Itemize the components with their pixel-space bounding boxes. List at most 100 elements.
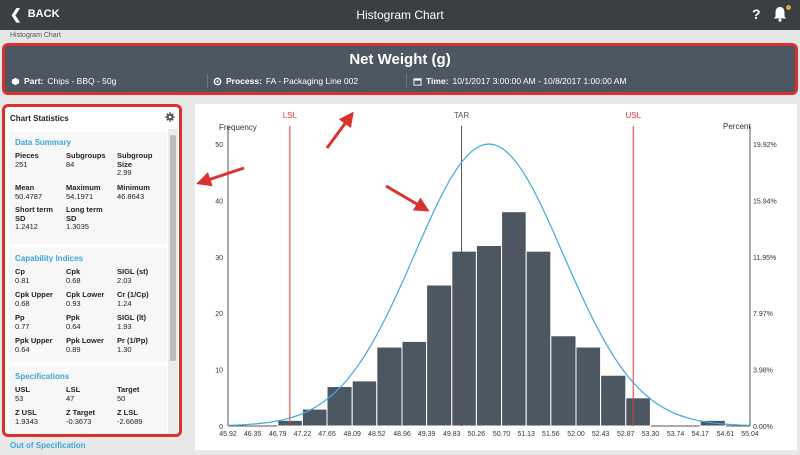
- process-value: FA - Packaging Line 002: [265, 76, 359, 86]
- x-tick-label: 53.74: [667, 431, 685, 438]
- part-info: Part: Chips - BBQ - 50g: [11, 76, 116, 86]
- stat-cpk: Cpk 0.68: [66, 267, 81, 285]
- x-tick-label: 54.17: [691, 431, 709, 438]
- out-of-specification-section[interactable]: Out of Specification: [10, 441, 86, 450]
- stat-ppk-lower: Ppk Lower 0.89: [66, 336, 104, 354]
- stat-mean: Mean 50.4787: [15, 183, 43, 201]
- y-tick-label: 50: [215, 142, 223, 149]
- y-tick-label: 40: [215, 198, 223, 205]
- capability-indices-section: Capability Indices Cp 0.81 Cpk 0.68 SIGL (…: [9, 248, 167, 362]
- help-button[interactable]: ?: [752, 6, 761, 22]
- x-tick-label: 51.56: [542, 431, 560, 438]
- calendar-icon: [413, 77, 422, 86]
- x-tick-label: 55.04: [741, 431, 759, 438]
- stat-sigl-st: SIGL (st) 2.03: [117, 267, 149, 285]
- histogram-bar: [426, 284, 453, 427]
- stat-ppk-upper: Ppk Upper 0.64: [15, 336, 53, 354]
- chart-statistics-panel: Chart Statistics Data Summary Pieces 251 …: [2, 104, 182, 437]
- histogram-panel: Frequency Percent 0 10 20 30 40 50 0.00% 3.98% 7.9…: [195, 104, 797, 450]
- histogram-bar: [501, 211, 527, 427]
- x-tick-label: 48.52: [368, 431, 386, 438]
- bell-icon: [774, 7, 786, 22]
- histogram-chart: Frequency Percent 0 10 20 30 40 50 0.00% 3.98% 7.9…: [215, 111, 777, 438]
- stat-z-usl: Z USL 1.9343: [15, 408, 38, 426]
- stats-scrollbar[interactable]: [168, 129, 178, 434]
- histogram-bar: [376, 346, 403, 427]
- x-tick-label: 54.61: [717, 431, 735, 438]
- stat-pp: Pp 0.77: [15, 313, 30, 331]
- section-title: Specifications: [15, 372, 70, 381]
- y-axis-label: Frequency: [219, 123, 257, 132]
- process-info: Process: FA - Packaging Line 002: [213, 76, 358, 86]
- stat-sigl-lt: SIGL (lt) 1.93: [117, 313, 147, 331]
- x-tick-label: 52.87: [617, 431, 635, 438]
- time-info: Time: 10/1/2017 3:00:00 AM - 10/8/2017 1…: [413, 76, 626, 86]
- page-title: Net Weight (g): [349, 51, 451, 68]
- x-tick-label: 50.26: [468, 431, 486, 438]
- stat-pr: Pr (1/Pp) 1.30: [117, 336, 148, 354]
- histogram-bar: [401, 340, 428, 427]
- stat-short-term-sd: Short term SD 1.2412: [15, 205, 53, 231]
- back-label: BACK: [27, 8, 60, 20]
- stat-z-lsl: Z LSL -2.6689: [117, 408, 143, 426]
- histogram-bar: [550, 335, 577, 427]
- x-tick-label: 49.39: [418, 431, 436, 438]
- specifications-section: Specifications USL 53 LSL 47 Target 50 Z US…: [9, 366, 167, 434]
- limit-label-tar: TAR: [454, 111, 470, 120]
- stat-cr: Cr (1/Cp) 1.24: [117, 290, 149, 308]
- x-tick-label: 52.43: [592, 431, 610, 438]
- divider: [406, 74, 407, 88]
- y2-tick-label: 19.92%: [753, 142, 777, 149]
- app-title: Histogram Chart: [356, 8, 444, 22]
- data-summary-section: Data Summary Pieces 251 Subgroups 84 Subgr…: [9, 132, 167, 244]
- divider: [207, 74, 208, 88]
- histogram-bar: [451, 250, 477, 427]
- histogram-bar: [575, 346, 602, 427]
- limit-label-lsl: LSL: [283, 111, 298, 120]
- stat-cpk-lower: Cpk Lower 0.93: [66, 290, 105, 308]
- chart-header: Net Weight (g) Part: Chips - BBQ - 50g P…: [2, 43, 798, 95]
- y2-axis-label: Percent: [723, 122, 751, 131]
- stats-title: Chart Statistics: [10, 114, 69, 123]
- x-tick-label: 50.70: [493, 431, 511, 438]
- part-icon: [11, 77, 20, 85]
- x-tick-label: 47.65: [318, 431, 336, 438]
- y2-tick-label: 3.98%: [753, 368, 773, 375]
- process-label: Process:: [226, 76, 262, 86]
- stat-maximum: Maximum 54.1971: [66, 183, 101, 201]
- y2-tick-label: 7.97%: [753, 311, 773, 318]
- breadcrumb: Histogram Chart: [0, 30, 800, 42]
- stat-lsl: LSL 47: [66, 385, 81, 403]
- histogram-bar: [326, 386, 353, 427]
- x-tick-label: 53.30: [642, 431, 660, 438]
- y2-tick-label: 0.00%: [753, 424, 773, 431]
- x-tick-label: 48.96: [393, 431, 411, 438]
- notifications-button[interactable]: [771, 5, 791, 23]
- stat-ppk: Ppk 0.64: [66, 313, 81, 331]
- y-tick-label: 20: [215, 311, 223, 318]
- y-tick-label: 10: [215, 368, 223, 375]
- histogram-bar: [475, 245, 503, 427]
- x-tick-label: 49.83: [443, 431, 461, 438]
- x-tick-label: 48.09: [343, 431, 361, 438]
- x-tick-label: 47.22: [294, 431, 312, 438]
- part-value: Chips - BBQ - 50g: [47, 76, 117, 86]
- scrollbar-thumb[interactable]: [170, 135, 176, 361]
- chevron-left-icon: ❮: [10, 5, 22, 22]
- histogram-bar: [351, 380, 378, 427]
- time-value: 10/1/2017 3:00:00 AM - 10/8/2017 1:00:00…: [452, 76, 627, 86]
- back-button[interactable]: ❮ BACK: [10, 5, 60, 22]
- y2-tick-label: 11.95%: [753, 255, 776, 262]
- x-tick-label: 45.92: [219, 431, 237, 438]
- gear-icon[interactable]: [165, 112, 175, 122]
- x-tick-label: 52.00: [567, 431, 585, 438]
- time-label: Time:: [426, 76, 449, 86]
- y2-tick-label: 15.94%: [753, 198, 777, 205]
- stat-long-term-sd: Long term SD 1.3035: [66, 205, 103, 231]
- x-tick-label: 51.13: [517, 431, 535, 438]
- part-label: Part:: [24, 76, 44, 86]
- notification-dot: [786, 5, 791, 10]
- stat-target: Target 50: [117, 385, 140, 403]
- y-tick-label: 30: [215, 255, 223, 262]
- stat-subgroup-size: Subgroup Size 2.99: [117, 151, 153, 177]
